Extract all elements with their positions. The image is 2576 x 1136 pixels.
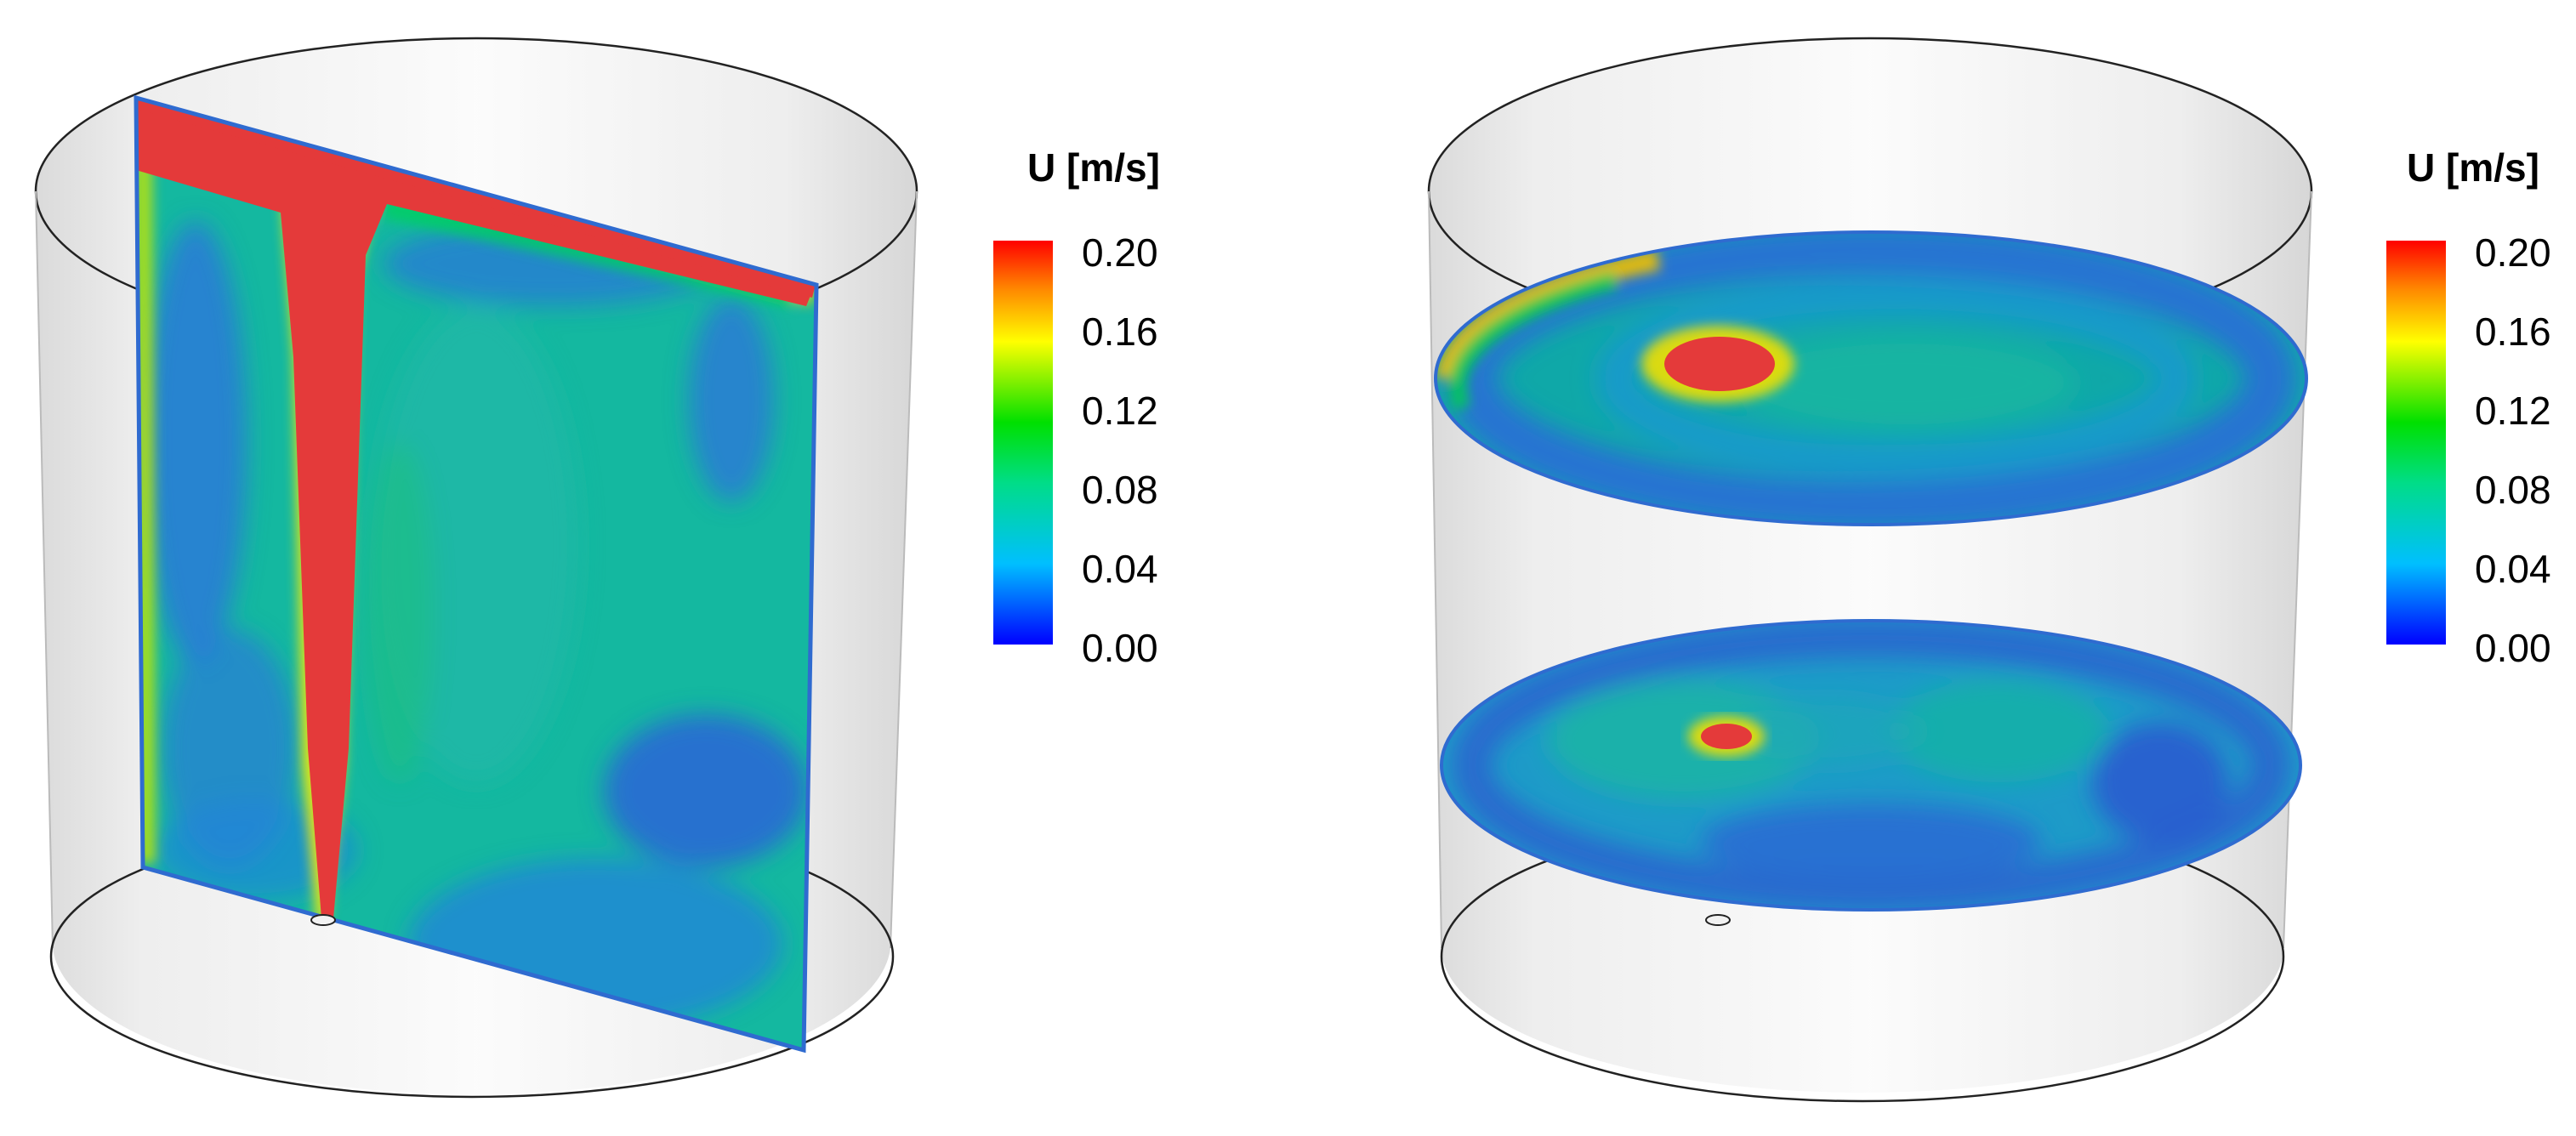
left-tick-3: 0.08 <box>1082 468 1158 512</box>
right-legend-title: U [m/s] <box>2407 145 2539 190</box>
left-tick-5: 0.00 <box>1082 626 1158 670</box>
lower-horizontal-section <box>1440 619 2302 912</box>
left-tick-0: 0.20 <box>1082 230 1158 275</box>
left-legend-title: U [m/s] <box>1027 145 1160 190</box>
right-tick-2: 0.12 <box>2475 389 2551 433</box>
left-tick-1: 0.16 <box>1082 310 1158 354</box>
right-tick-4: 0.04 <box>2475 547 2551 591</box>
left-colorbar: U [m/s] 0.20 0.16 0.12 0.08 0.04 0.00 <box>993 145 1160 670</box>
left-tick-4: 0.04 <box>1082 547 1158 591</box>
left-colorbar-gradient <box>993 241 1053 645</box>
left-tick-2: 0.12 <box>1082 389 1158 433</box>
right-tick-0: 0.20 <box>2475 230 2551 275</box>
vertical-section-edge <box>134 94 819 1054</box>
right-colorbar: U [m/s] 0.20 0.16 0.12 0.08 0.04 0.00 <box>2386 145 2551 670</box>
right-inlet-nozzle <box>1705 914 1731 926</box>
left-cylinder-edge <box>35 190 54 949</box>
left-inlet-nozzle <box>310 914 336 926</box>
right-panel-right-edge <box>2283 190 2312 949</box>
right-tick-3: 0.08 <box>2475 468 2551 512</box>
right-colorbar-gradient <box>2386 241 2446 645</box>
right-cylinder-edge <box>890 190 918 949</box>
right-cylinder-body <box>1429 38 2312 1093</box>
upper-horizontal-section <box>1434 230 2308 526</box>
lower-section-edge <box>1440 619 2302 912</box>
right-tick-5: 0.00 <box>2475 626 2551 670</box>
right-cylinder <box>1427 37 2313 1103</box>
right-panel-left-edge <box>1428 190 1442 949</box>
upper-section-edge <box>1434 230 2308 526</box>
right-tick-1: 0.16 <box>2475 310 2551 354</box>
